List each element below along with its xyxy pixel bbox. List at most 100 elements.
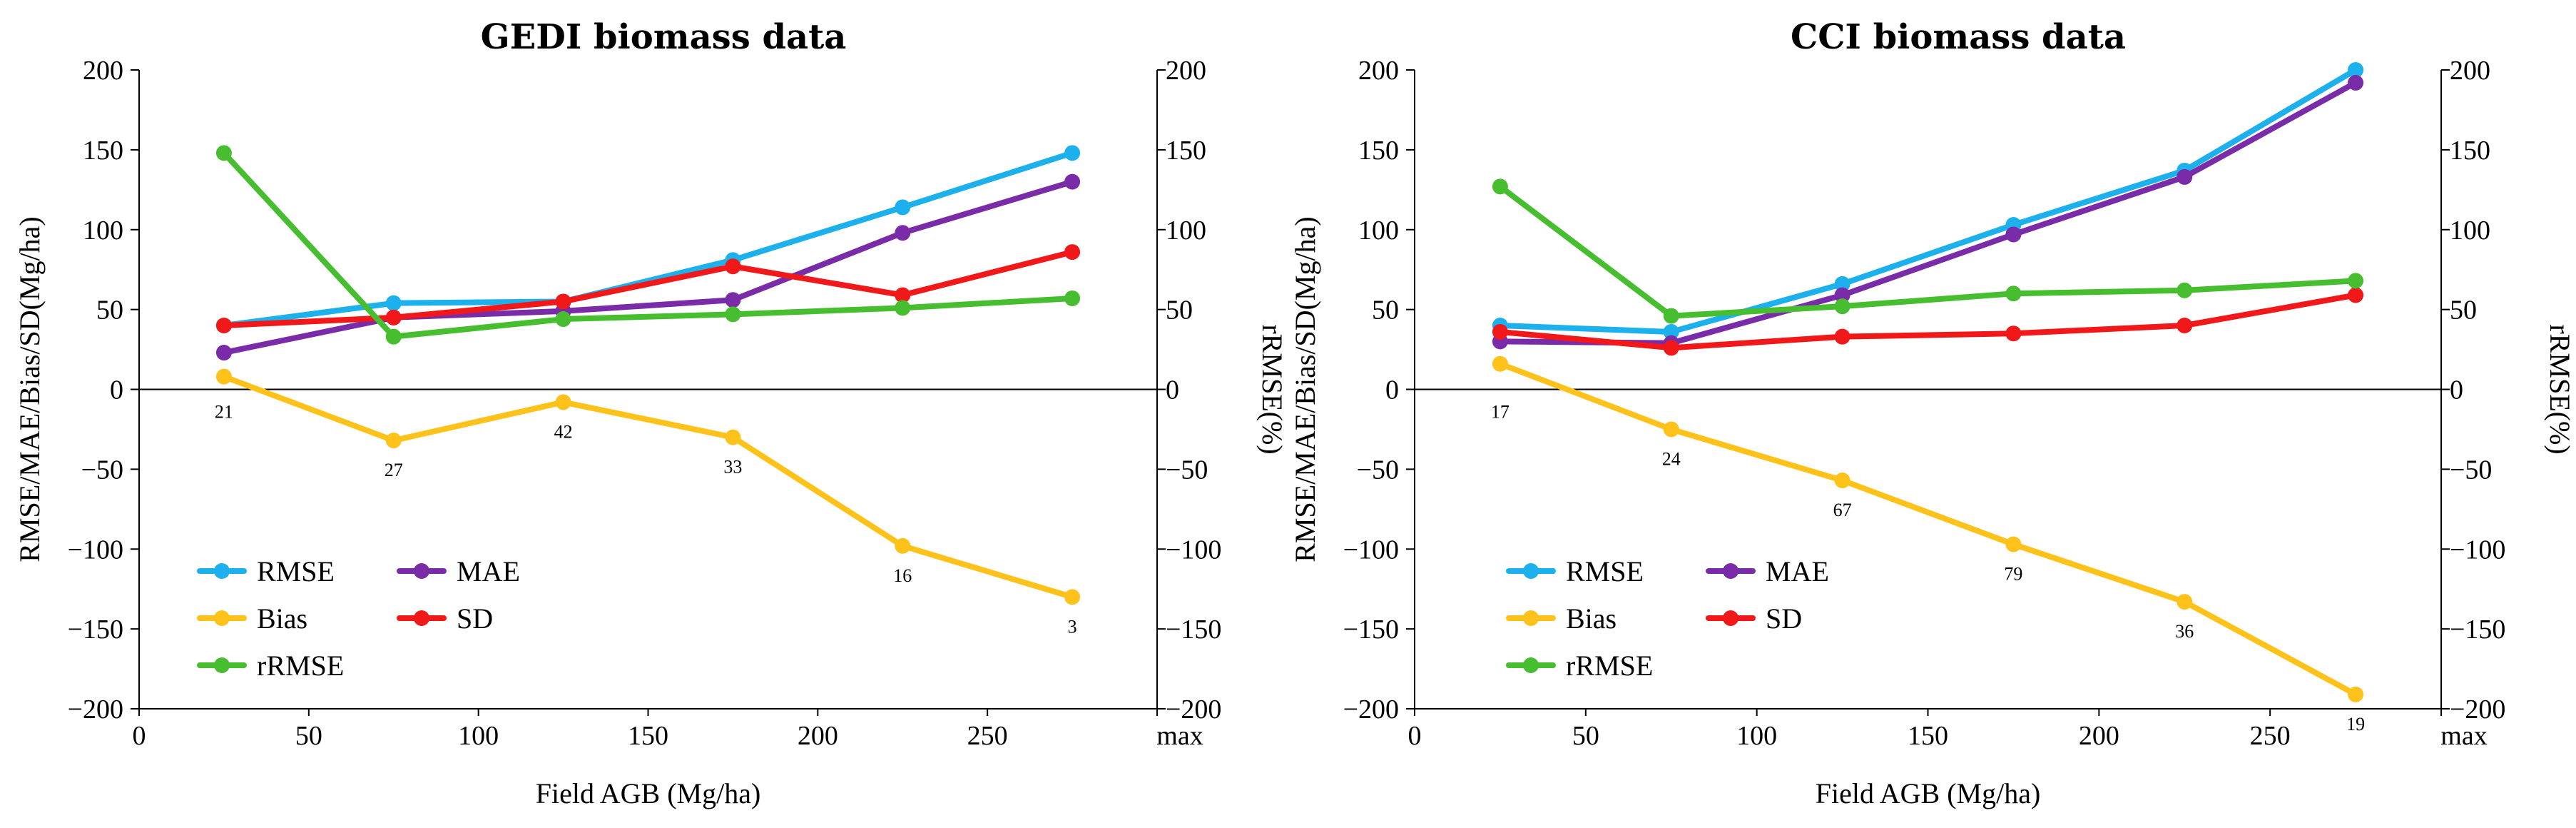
chart-1-rrmse-point: [2348, 273, 2364, 289]
chart-0-xtick-label: max: [1156, 721, 1203, 751]
chart-1-mae-point: [2005, 226, 2022, 243]
chart-1-sd-point: [2348, 287, 2364, 303]
chart-0-mae-point: [895, 225, 911, 241]
chart-1-y2tick-label: −200: [2450, 695, 2505, 724]
chart-1-ytick-label: 100: [1358, 216, 1399, 246]
chart-1-ytick-label: 150: [1358, 136, 1399, 166]
chart-1-legend-rmse-label: RMSE: [1566, 555, 1644, 587]
chart-0-sd-line: [220, 249, 1076, 328]
chart-1-mae-point: [2348, 74, 2364, 91]
chart-1-legend-sd-label: SD: [1766, 602, 1802, 635]
chart-1-rrmse-point: [2177, 282, 2193, 298]
chart-0-legend-rrmse-label: rRMSE: [257, 650, 344, 682]
chart-1-title: CCI biomass data: [1791, 17, 2126, 57]
chart-1-xtick-label: 150: [1908, 721, 1948, 751]
chart-0-count-label: 33: [723, 457, 742, 478]
chart-1-mae-point: [2177, 168, 2193, 185]
chart-1-xtick-label: 200: [2079, 721, 2119, 751]
chart-1-xtick-label: 0: [1408, 721, 1422, 751]
chart-0-sd-point: [725, 258, 741, 275]
chart-0-legend-sd-marker: [414, 610, 429, 626]
chart-1-mae-line: [1497, 79, 2359, 346]
chart-1-rmse-point: [1663, 323, 1679, 340]
chart-0-y2tick-label: −150: [1166, 615, 1221, 645]
chart-0-xtick-label: 0: [133, 721, 146, 751]
chart-1-bias-point: [1834, 473, 1850, 489]
chart-0-bias-point: [895, 537, 911, 554]
chart-1-count-label: 24: [1662, 448, 1681, 469]
chart-1-xtick-label: max: [2440, 721, 2487, 751]
chart-1-sd-point: [1834, 328, 1850, 345]
chart-0-xlabel: Field AGB (Mg/ha): [536, 777, 761, 809]
chart-1-xtick-label: 250: [2250, 721, 2291, 751]
chart-0-bias-point: [385, 433, 402, 449]
chart-0-bias-point: [1064, 589, 1081, 605]
chart-1-sd-point: [1492, 323, 1508, 340]
chart-1-sd-point: [2005, 325, 2022, 342]
chart-1-xlabel: Field AGB (Mg/ha): [1816, 777, 2041, 809]
chart-1-legend-rmse-marker: [1523, 563, 1539, 579]
chart-0-y2tick-label: 100: [1166, 216, 1206, 246]
chart-0-rrmse-point: [725, 306, 741, 323]
chart-0-count-label: 21: [215, 402, 233, 423]
chart-1-ytick-label: −200: [1343, 695, 1399, 724]
chart-0-sd-point: [555, 293, 571, 310]
chart-0-rrmse-point: [1064, 290, 1081, 306]
chart-1-y2tick-label: −100: [2450, 535, 2505, 565]
chart-1-y2label: rRMSE(%): [2544, 324, 2576, 454]
chart-1-legend-rrmse-marker: [1523, 657, 1539, 673]
chart-1-count-label: 67: [1833, 500, 1852, 520]
chart-0-y2tick-label: −50: [1166, 455, 1208, 485]
chart-0-legend-rmse-label: RMSE: [257, 555, 335, 587]
chart-0-ytick-label: −150: [68, 615, 123, 645]
chart-0-y2tick-label: 0: [1166, 375, 1179, 405]
chart-0-ytick-label: −100: [68, 535, 123, 565]
chart-0-count-label: 16: [893, 565, 912, 586]
chart-1-bias-point: [1663, 421, 1679, 438]
chart-0-bias-point: [555, 394, 571, 410]
chart-1-ytick-label: −100: [1343, 535, 1399, 565]
chart-1-sd-point: [2177, 318, 2193, 333]
chart-1-sd-point: [1663, 340, 1679, 356]
chart-1-ytick-label: −150: [1343, 615, 1399, 645]
chart-0-bias-line: [220, 373, 1076, 600]
chart-1-bias-line: [1497, 360, 2359, 697]
chart-1-legend-mae-label: MAE: [1766, 555, 1829, 587]
chart-0-y2label: rRMSE(%): [1256, 324, 1288, 454]
cci-panel: CCI biomass data 200 150 100 50 0 −50 −100 −150 −…: [1289, 17, 2576, 809]
chart-0-legend-mae-marker: [414, 563, 429, 579]
gedi-panel: GEDI biomass data 200 150 100 50 0 −50 −100 −150…: [14, 17, 1288, 809]
chart-1-bias-point: [2005, 536, 2022, 552]
chart-0-legend-rrmse-marker: [214, 657, 230, 673]
chart-0-rrmse-line: [220, 150, 1076, 340]
chart-1-rrmse-line: [1497, 183, 2359, 319]
chart-1-y2tick-label: 150: [2450, 136, 2490, 166]
chart-0-mae-point: [1064, 173, 1081, 190]
chart-0-legend-sd-label: SD: [457, 602, 493, 635]
chart-0-mae-point: [215, 345, 232, 361]
chart-1-ytick-label: 200: [1358, 56, 1399, 86]
chart-1-y2tick-label: 100: [2450, 216, 2490, 246]
chart-1-xtick-label: 50: [1572, 721, 1599, 751]
chart-0-rrmse-point: [215, 145, 232, 161]
chart-0-rrmse-point: [895, 300, 911, 316]
chart-0-y2tick-label: −200: [1166, 695, 1221, 724]
chart-1-mae-point: [1834, 287, 1850, 303]
chart-0-y2tick-label: −100: [1166, 535, 1221, 565]
chart-1-legend-rrmse-label: rRMSE: [1566, 650, 1653, 682]
chart-1-ytick-label: −50: [1357, 455, 1399, 485]
chart-0-rmse-line: [220, 150, 1076, 328]
chart-1-xtick-label: 100: [1736, 721, 1777, 751]
chart-0-mae-line: [220, 178, 1076, 356]
chart-0-y2tick-label: 200: [1166, 56, 1206, 86]
chart-0-ytick-label: −200: [68, 695, 123, 724]
chart-0-ylabel: RMSE/MAE/Bias/SD(Mg/ha): [14, 216, 46, 562]
chart-1-legend-mae-marker: [1723, 563, 1738, 579]
chart-1-ylabel: RMSE/MAE/Bias/SD(Mg/ha): [1289, 216, 1321, 562]
chart-0-legend-rmse-marker: [214, 563, 230, 579]
chart-0-title: GEDI biomass data: [481, 17, 847, 57]
chart-1-count-label: 19: [2346, 714, 2365, 734]
chart-0-ytick-label: 200: [83, 56, 123, 86]
chart-0-ytick-label: −50: [81, 455, 123, 485]
